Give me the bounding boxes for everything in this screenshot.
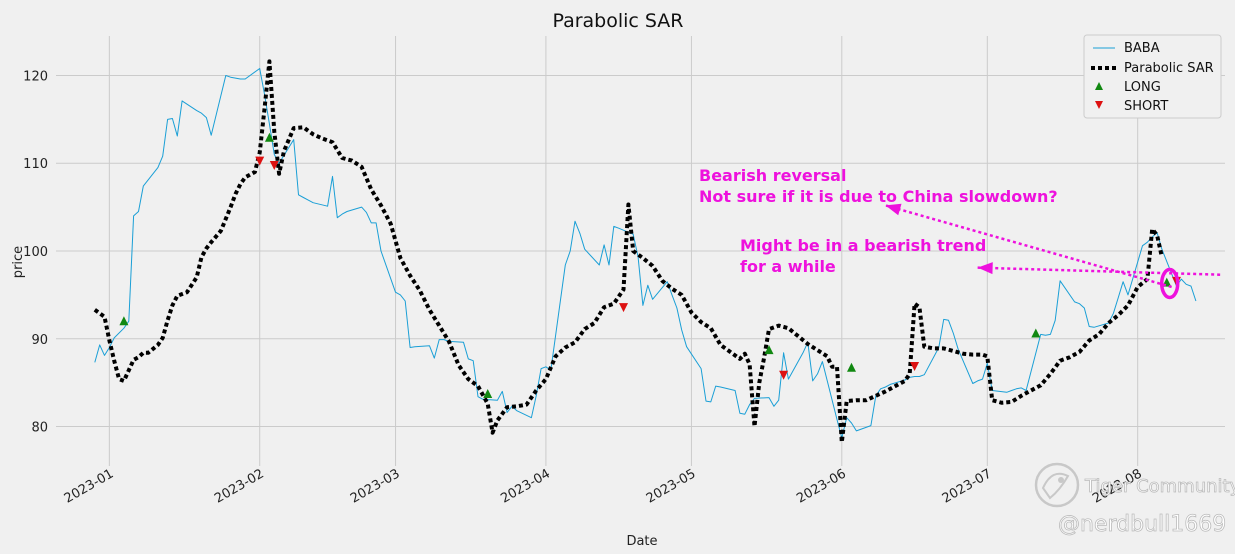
- long-signal-marker: [1031, 328, 1041, 338]
- y-axis-label: price: [11, 246, 26, 278]
- x-axis-label: Date: [626, 534, 657, 549]
- x-tick-label: 2023-01: [62, 466, 117, 506]
- annotation-text: for a while: [740, 257, 836, 276]
- short-signal-marker: [779, 370, 789, 380]
- x-tick-label: 2023-07: [940, 466, 995, 506]
- annotation-text: Not sure if it is due to China slowdown?: [699, 187, 1058, 206]
- x-tick-label: 2023-02: [212, 466, 267, 506]
- annotation-text: Bearish reversal: [699, 166, 846, 185]
- legend-item-baba: BABA: [1093, 41, 1160, 56]
- legend-item-short: SHORT: [1095, 99, 1168, 114]
- long-signal-marker: [264, 132, 274, 142]
- series-layer: [93, 59, 1197, 445]
- long-signal-marker: [119, 316, 129, 326]
- long-signal-marker: [847, 362, 857, 372]
- legend: BABA Parabolic SAR LONG SHORT: [1083, 34, 1222, 119]
- legend-label: BABA: [1124, 41, 1160, 56]
- long-signal-marker: [483, 389, 493, 399]
- x-tick-label: 2023-03: [348, 466, 403, 506]
- short-signal-marker: [255, 156, 265, 166]
- y-tick-label: 110: [23, 157, 48, 172]
- y-tick-label: 80: [31, 421, 48, 436]
- watermark: Tiger Community @nerdbull1669: [1034, 462, 1235, 537]
- short-signal-marker: [269, 161, 279, 170]
- annotation-text: Might be in a bearish trend: [740, 236, 986, 255]
- price-line: [94, 68, 1197, 439]
- y-tick-label: 120: [23, 69, 48, 84]
- highlight-ellipse: [1159, 267, 1180, 300]
- annotation-arrow-head-icon: [885, 203, 902, 216]
- annotation-arrow-line: [977, 266, 1221, 276]
- signal-markers: [119, 132, 1181, 399]
- short-signal-marker: [910, 361, 920, 371]
- x-tick-label: 2023-06: [794, 466, 849, 506]
- short-signal-marker: [619, 303, 629, 313]
- watermark-handle: @nerdbull1669: [1058, 512, 1226, 537]
- legend-item-long: LONG: [1095, 80, 1161, 95]
- grid: [56, 36, 1225, 466]
- y-tick-label: 90: [31, 333, 48, 348]
- legend-box: [1083, 34, 1222, 119]
- tiger-logo-icon: [1034, 462, 1080, 508]
- parabolic-sar-line: [93, 59, 1164, 445]
- legend-label: Parabolic SAR: [1124, 61, 1214, 76]
- annotation-arrow-head-icon: [977, 262, 993, 275]
- legend-item-sar: Parabolic SAR: [1091, 61, 1214, 76]
- legend-down-triangle-icon: [1095, 101, 1103, 109]
- legend-up-triangle-icon: [1095, 82, 1103, 90]
- x-tick-label: 2023-05: [644, 466, 699, 506]
- chart-title: Parabolic SAR: [552, 10, 683, 32]
- legend-label: LONG: [1124, 80, 1161, 95]
- annotation-arrow-line: [885, 204, 1172, 289]
- x-tick-label: 2023-04: [498, 466, 553, 506]
- annotations: Bearish reversal Not sure if it is due to…: [699, 166, 1221, 300]
- long-signal-marker: [764, 345, 774, 355]
- y-tick-label: 100: [23, 245, 48, 260]
- legend-label: SHORT: [1124, 99, 1168, 114]
- watermark-brand: Tiger Community: [1084, 476, 1235, 497]
